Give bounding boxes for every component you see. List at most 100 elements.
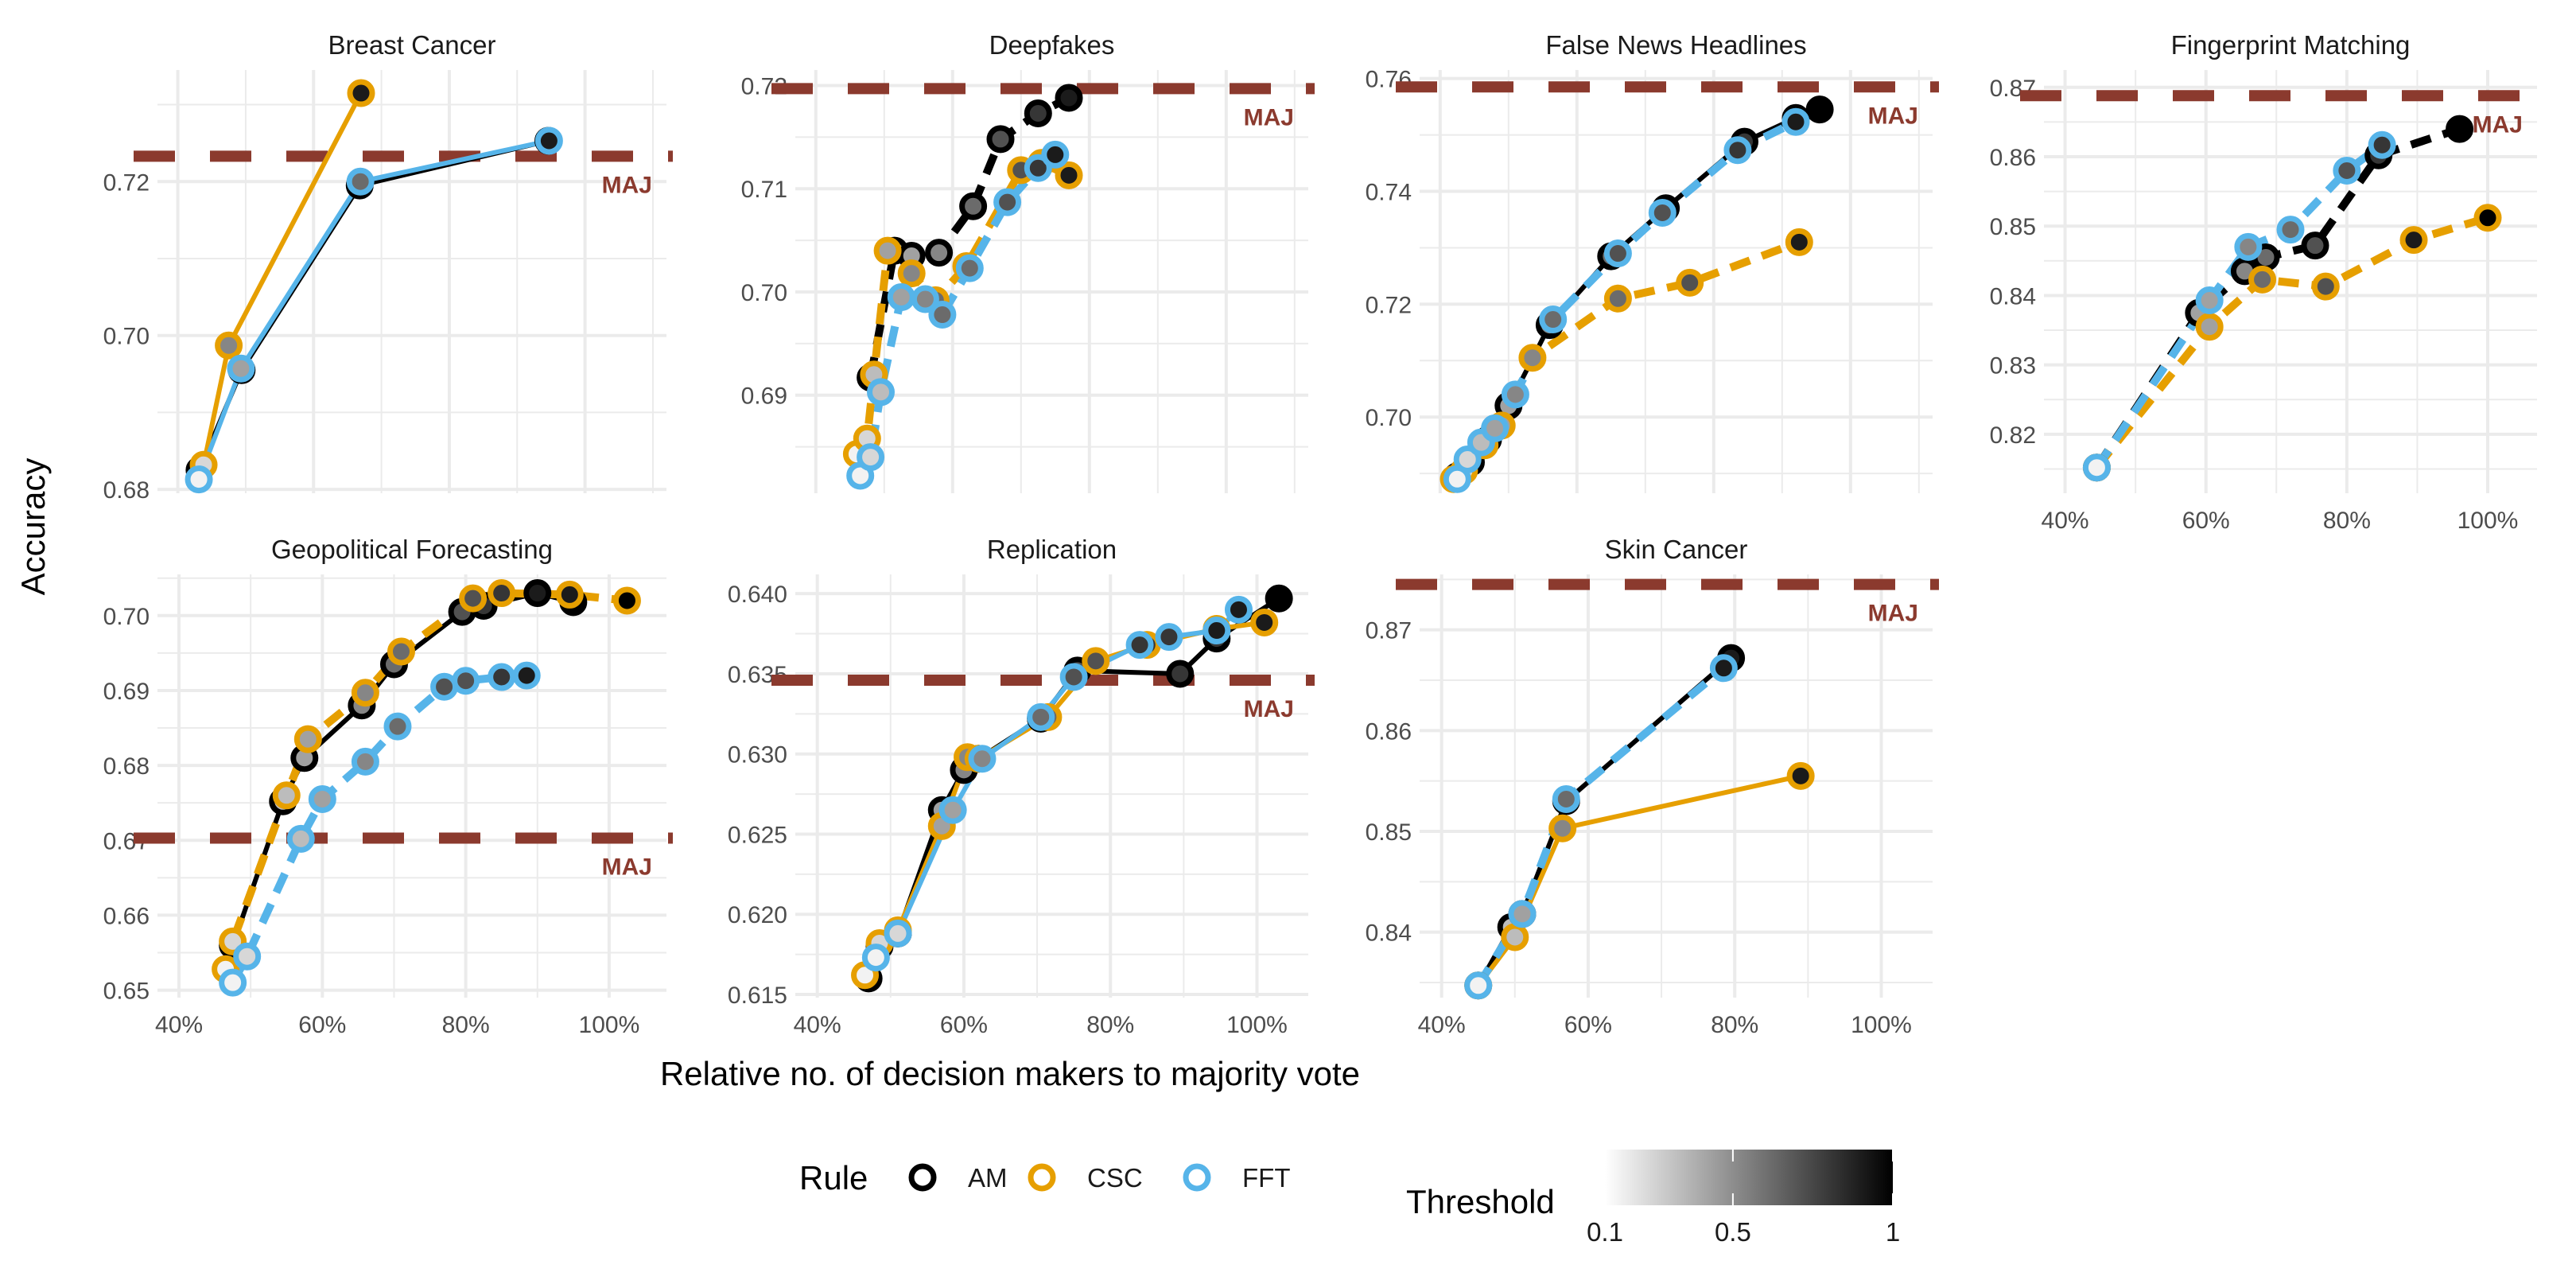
data-point-fft [2195,286,2224,315]
majority-label: MAJ [602,172,652,198]
data-point-fft [867,378,895,407]
data-point-fft [1481,414,1509,442]
panel-title: False News Headlines [1545,30,1806,60]
data-point-fft [1552,784,1580,813]
data-point-csc [351,679,379,707]
data-point-csc [1676,268,1704,297]
data-point-fft [1027,702,1055,731]
majority-label: MAJ [1868,103,1918,129]
data-point-csc [1548,814,1577,842]
y-tick-label: 0.630 [728,742,787,769]
y-tick-label: 0.87 [1366,618,1412,644]
data-point-csc [1055,161,1083,189]
y-tick-label: 0.72 [1366,292,1412,318]
data-point-fft [351,747,379,776]
data-point-fft [534,126,563,155]
y-tick-label: 0.69 [741,383,787,410]
panels: 0.68 0.70 0.72 Breast Cancer MAJ 0.69 0.70 0.71… [103,30,2543,1038]
data-point-csc [2248,265,2277,294]
data-point-csc [2399,226,2428,255]
legend-rule-keys: AM CSC FFT [908,1163,1290,1193]
data-point-csc [1603,284,1632,313]
x-tick-label: 100% [1226,1012,1288,1038]
x-axis-title: Relative no. of decision makers to major… [660,1055,1360,1092]
data-point-fft [1723,136,1752,165]
data-point-csc [873,236,902,265]
data-point-csc [459,584,488,613]
data-point-fft [887,282,915,311]
x-tick-label: 40% [2042,508,2089,534]
data-point-fft [2368,130,2396,159]
threshold-colorbar-ticks: 0.1 0.5 1 [1587,1150,1900,1247]
y-tick-label: 0.620 [728,902,787,928]
y-tick-label: 0.82 [1990,422,2036,449]
data-point-fft [857,443,885,472]
data-point-am [2446,115,2474,143]
data-point-fft [1041,140,1070,169]
x-tick-label: 100% [579,1012,640,1038]
data-point-csc [1786,761,1815,790]
data-point-fft [1539,305,1568,334]
legend-key-fft [1183,1163,1211,1192]
y-tick-label: 0.84 [1990,283,2036,309]
panel-title: Skin Cancer [1605,535,1748,564]
data-point-csc [612,586,641,615]
data-point-csc [2311,272,2340,301]
x-tick-label: 60% [298,1012,346,1038]
x-tick-label: 80% [1086,1012,1134,1038]
y-tick-label: 0.70 [103,324,150,350]
data-point-fft [1781,107,1810,136]
data-point-fft [1508,900,1537,928]
data-point-fft [1453,445,1482,473]
y-tick-label: 0.66 [103,903,150,929]
panel-breast-cancer: 0.68 0.70 0.72 Breast Cancer MAJ [103,30,673,504]
legend-rule-title: Rule [799,1159,868,1197]
data-point-csc [488,579,516,608]
x-tick-label: 80% [442,1012,490,1038]
y-tick-label: 0.83 [1990,353,2036,379]
y-tick-label: 0.68 [103,753,150,780]
majority-label: MAJ [2473,111,2523,138]
y-tick-label: 0.70 [741,280,787,306]
data-point-am [1055,84,1083,112]
data-point-fft [1464,971,1493,1000]
y-tick-label: 0.86 [1366,718,1412,745]
data-point-fft [1203,617,1231,645]
data-point-csc [215,331,243,360]
data-point-fft [219,968,247,997]
y-tick-label: 0.86 [1990,145,2036,171]
colorbar-tick-label: 0.5 [1715,1217,1751,1247]
data-point-fft [955,254,984,282]
data-point-fft [346,167,375,196]
data-point-am [959,192,988,220]
data-point-fft [928,301,957,329]
legend-key-csc [1028,1163,1056,1192]
panel-fingerprint-matching: 40% 60% 80% 100%0.820.830.840.850.860.87Fin… [1990,30,2543,534]
x-tick-label: 40% [155,1012,203,1038]
data-point-csc [2473,204,2502,232]
panel-title: Geopolitical Forecasting [271,535,553,564]
data-point-fft [1603,239,1632,268]
data-point-fft [861,944,890,972]
data-point-fft [1224,595,1253,624]
data-point-fft [233,942,262,971]
y-tick-label: 0.69 [103,679,150,705]
data-point-csc [1250,608,1279,636]
x-tick-label: 100% [2457,508,2519,534]
data-point-fft [512,661,541,690]
data-point-csc [1501,923,1529,951]
y-tick-label: 0.74 [1366,180,1412,206]
legend-label-fft: FFT [1242,1163,1290,1193]
y-tick-label: 0.65 [103,979,150,1005]
colorbar-tick-label: 0.1 [1587,1217,1623,1247]
data-point-am [925,239,954,267]
data-point-csc [293,725,322,753]
y-axis-title: Accuracy [14,458,52,596]
y-tick-label: 0.84 [1366,920,1412,947]
series-line-fft [196,138,550,481]
data-point-fft [383,712,412,741]
x-tick-label: 40% [794,1012,841,1038]
y-tick-label: 0.85 [1366,819,1412,846]
